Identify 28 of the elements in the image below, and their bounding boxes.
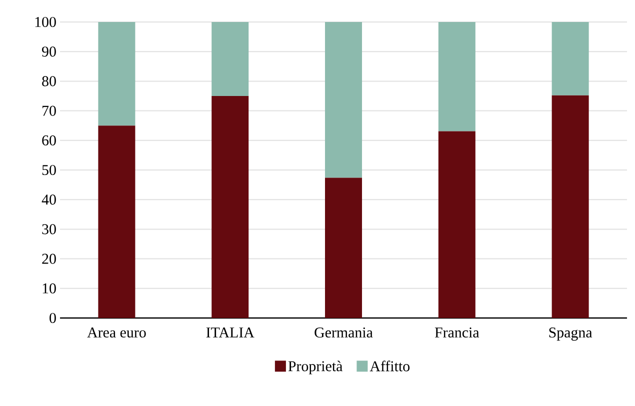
y-tick-label: 100 xyxy=(35,16,56,28)
legend-label: Proprietà xyxy=(288,360,342,374)
bar xyxy=(98,22,136,126)
y-tick-label: 40 xyxy=(42,194,56,205)
y-tick-label: 90 xyxy=(42,46,56,57)
y-tick-label: 70 xyxy=(42,106,56,116)
bar xyxy=(212,96,249,318)
y-tick-label: 60 xyxy=(42,135,56,146)
x-tick-label: Spagna xyxy=(549,328,592,341)
bar xyxy=(212,22,249,96)
bar xyxy=(552,22,589,96)
x-tick-label: Area euro xyxy=(87,328,146,338)
y-tick-label: 10 xyxy=(42,283,56,294)
bar xyxy=(325,178,362,318)
x-tick-label: ITALIA xyxy=(206,328,254,338)
x-tick-label: Francia xyxy=(434,328,480,338)
y-tick-label: 50 xyxy=(42,164,56,176)
legend-label: Affitto xyxy=(370,360,410,372)
y-tick-label: 20 xyxy=(42,254,56,264)
bar xyxy=(325,22,362,178)
bar xyxy=(438,22,476,132)
y-tick-label: 30 xyxy=(42,224,56,234)
y-tick-label: 0 xyxy=(50,312,56,324)
x-tick-label: Germania xyxy=(314,328,373,338)
y-tick-label: 80 xyxy=(42,76,56,86)
bar xyxy=(552,95,589,318)
bar xyxy=(98,126,136,318)
bar xyxy=(438,131,476,318)
